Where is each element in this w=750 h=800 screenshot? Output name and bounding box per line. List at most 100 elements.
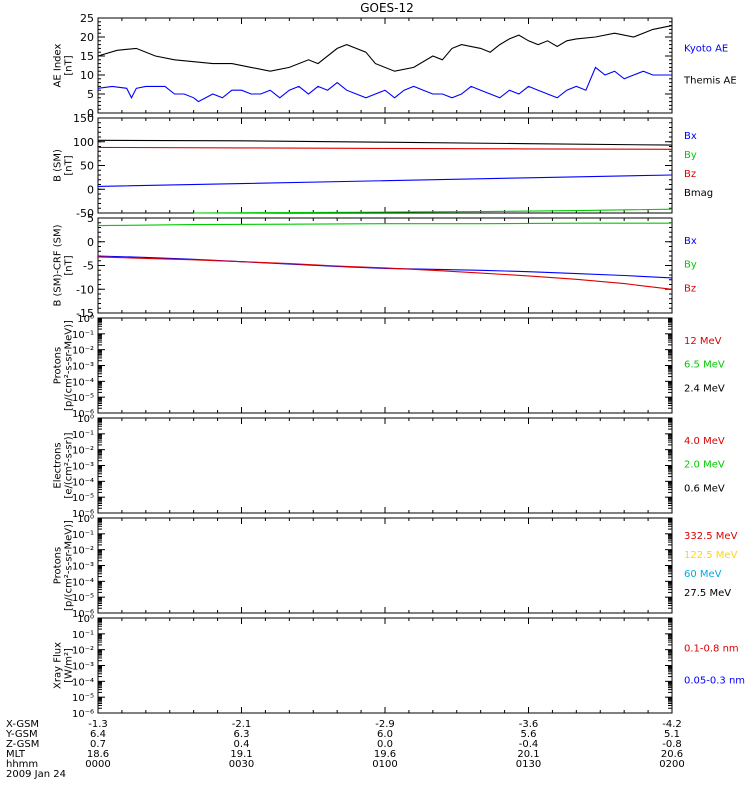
x-axis-value: -2.1	[232, 719, 252, 730]
x-axis-value: 5.1	[664, 729, 680, 740]
x-axis-value: 19.6	[374, 749, 396, 760]
y-tick-label: 0	[87, 236, 94, 249]
x-axis-value: 0.0	[377, 739, 393, 750]
plot-title: GOES-12	[360, 1, 414, 15]
y-axis-label: B (SM) [nT]	[53, 149, 75, 182]
legend-entry: 122.5 MeV	[684, 550, 738, 561]
x-axis-value: -0.8	[662, 739, 682, 750]
x-axis-value: 20.6	[661, 749, 683, 760]
y-axis-label-line: AE Index	[53, 43, 64, 87]
series-line-black	[97, 139, 673, 146]
legend-entry: Bmag	[684, 188, 713, 199]
y-tick-label: 10⁻³	[72, 562, 94, 573]
panel-frame	[97, 17, 673, 114]
x-axis-value: -0.4	[519, 739, 539, 750]
y-tick-label: -5	[83, 260, 94, 273]
series-line-red	[97, 146, 673, 150]
y-tick-label: -50	[76, 207, 94, 220]
panel-frame	[97, 617, 673, 714]
y-tick-label: 10⁻⁵	[72, 493, 94, 504]
y-tick-label: 10⁻⁴	[72, 577, 94, 588]
y-tick-label: 10⁻¹	[72, 430, 94, 441]
y-tick-label: 10⁰	[77, 414, 94, 425]
y-axis-label: AE Index [nT]	[53, 43, 75, 87]
y-tick-label: 0	[87, 183, 94, 196]
y-axis-label: Electrons [e/(cm²-s-sr)]	[53, 432, 75, 498]
y-tick-label: 10⁻⁵	[72, 693, 94, 704]
x-axis-row-label: Y-GSM	[5, 729, 38, 740]
y-tick-label: 10⁻³	[72, 362, 94, 373]
legend-entry: Themis AE	[683, 75, 737, 86]
y-tick-label: 10⁻⁵	[72, 393, 94, 404]
legend-entry: 0.05-0.3 nm	[684, 675, 745, 686]
x-axis-value: 0000	[85, 759, 110, 770]
x-axis-value: -2.9	[375, 719, 395, 730]
x-axis-value: 6.3	[234, 729, 250, 740]
y-axis-label: B (SM)-CRF (SM) [nT]	[53, 224, 75, 306]
legend-entry: 0.1-0.8 nm	[684, 644, 739, 655]
y-tick-label: 25	[80, 12, 94, 25]
panel-frame	[97, 117, 673, 214]
y-tick-label: 150	[73, 112, 94, 125]
panel-frame	[97, 517, 673, 614]
y-tick-label: 10⁻²	[72, 646, 94, 657]
panel-frame	[97, 217, 673, 314]
panel-frame	[97, 317, 673, 414]
series-line-black	[97, 25, 673, 72]
y-tick-label: 10⁻²	[72, 546, 94, 557]
y-axis-label-line: [nT]	[64, 155, 75, 175]
y-tick-label: 10⁰	[77, 514, 94, 525]
y-tick-label: 10⁻⁴	[72, 377, 94, 388]
y-tick-label: 10⁻¹	[72, 530, 94, 541]
y-tick-label: 10⁻³	[72, 462, 94, 473]
y-tick-label: 20	[80, 31, 94, 44]
legend-entry: 60 MeV	[684, 569, 722, 580]
x-axis-value: -4.2	[662, 719, 682, 730]
y-tick-label: 10⁻⁵	[72, 593, 94, 604]
panel-ae: 0 5 10 15 20 25 AE Index [nT] Kyoto AE Themis AE	[53, 12, 737, 120]
y-axis-label-line: [p/(cm²-s-sr-MeV)]	[64, 520, 75, 611]
x-axis-value: 0130	[516, 759, 541, 770]
legend-entry: 2.4 MeV	[684, 383, 725, 394]
legend-entry: By	[684, 150, 697, 161]
y-axis-label-line: [nT]	[64, 255, 75, 275]
y-tick-label: 10⁻⁴	[72, 677, 94, 688]
y-tick-label: 10⁻⁶	[72, 709, 94, 720]
y-tick-label: 5	[87, 212, 94, 225]
legend-entry: Bx	[684, 236, 697, 247]
series-line-blue	[97, 66, 672, 103]
x-axis-value: 20.1	[517, 749, 539, 760]
legend-entry: By	[684, 260, 697, 271]
legend-entry: 332.5 MeV	[684, 531, 738, 542]
panel-b-sm-crf: -15 -10 -5 0 5 B (SM)-CRF (SM) [nT] Bx By Bz	[53, 212, 697, 320]
panel-b-sm: -50 0 50 100 150 B (SM) [nT] Bx By Bz Bmag	[53, 112, 714, 220]
x-axis-value: 5.6	[521, 729, 537, 740]
y-tick-label: 10⁰	[77, 314, 94, 325]
y-tick-label: 10⁻¹	[72, 330, 94, 341]
y-axis-label-line: [e/(cm²-s-sr)]	[64, 432, 75, 498]
x-axis-row-label: 2009 Jan 24	[6, 769, 66, 780]
y-axis-label-line: [p/(cm²-s-sr-MeV)]	[64, 320, 75, 411]
legend-entry: 6.5 MeV	[684, 360, 725, 371]
y-axis-label: Protons [p/(cm²-s-sr-MeV)]	[53, 520, 75, 611]
y-axis-label-line: B (SM)-CRF (SM)	[53, 224, 64, 306]
y-axis-label-line: [W/m²]	[64, 648, 75, 683]
x-axis-value: 0200	[659, 759, 684, 770]
y-tick-label: 10⁻⁶	[72, 509, 94, 520]
legend-entry: Bz	[684, 169, 696, 180]
legend-entry: Kyoto AE	[684, 44, 728, 55]
y-axis-label-line: Protons	[53, 347, 64, 384]
x-axis-value: 0.4	[234, 739, 250, 750]
y-tick-label: -10	[76, 283, 94, 296]
y-tick-label: 10⁻⁴	[72, 477, 94, 488]
y-tick-label: 10⁻²	[72, 446, 94, 457]
legend-entry: 27.5 MeV	[684, 588, 731, 599]
x-axis-row-label: MLT	[6, 749, 26, 760]
y-axis-label-line: B (SM)	[53, 149, 64, 182]
x-axis-value: -1.3	[88, 719, 108, 730]
y-tick-label: 10⁻³	[72, 662, 94, 673]
